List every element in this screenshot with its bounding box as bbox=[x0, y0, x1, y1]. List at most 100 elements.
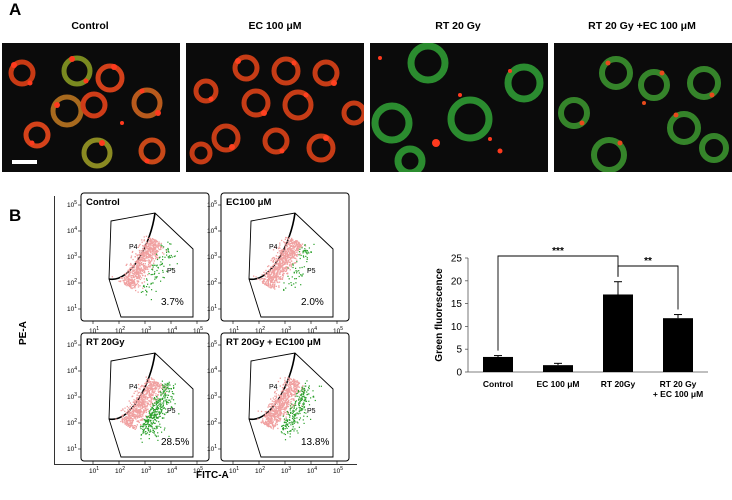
flow-percent: 28.5% bbox=[161, 437, 189, 448]
flow-plot-svg: EC100 μM P4 P5 2.0% 101 101 102 102 103 103 104 104… bbox=[207, 192, 350, 335]
y-tick-label: 101 bbox=[67, 304, 77, 313]
bar bbox=[543, 365, 573, 372]
significance-label: ** bbox=[644, 256, 652, 267]
x-tick-label: 101 bbox=[89, 466, 99, 475]
y-tick-label: 105 bbox=[207, 340, 217, 349]
gate-label-p4: P4 bbox=[269, 244, 278, 251]
category-label: RT 20Gy bbox=[601, 379, 636, 389]
y-axis-label: PE-A bbox=[18, 321, 29, 345]
significance-bracket bbox=[497, 255, 619, 351]
y-tick-label: 20 bbox=[451, 276, 463, 287]
y-tick-label: 0 bbox=[456, 368, 462, 379]
flow-plot-title: RT 20Gy + EC100 μM bbox=[226, 337, 321, 348]
y-tick-label: 105 bbox=[207, 200, 217, 209]
population-p4 bbox=[115, 376, 168, 430]
flow-plot-2: RT 20Gy P4 P5 28.5% 101 101 102 102 103 103 104 104… bbox=[67, 332, 210, 475]
y-tick-label: 104 bbox=[67, 226, 77, 235]
category-label: Control bbox=[483, 379, 513, 389]
gate-label-p5: P5 bbox=[167, 268, 176, 275]
x-axis-label: FITC-A bbox=[196, 470, 229, 481]
flow-percent: 2.0% bbox=[301, 297, 324, 308]
y-axis-label: Green fluorescence bbox=[434, 268, 445, 362]
x-tick-label: 102 bbox=[255, 466, 265, 475]
green-fluorescence-chart: 0 5 10 15 20 25 Green fluorescence Control EC 10… bbox=[426, 244, 726, 404]
flow-plot-0: Control P4 P5 3.7% 101 101 102 102 103 103 104 104 1… bbox=[67, 192, 210, 335]
x-tick-label: 104 bbox=[167, 326, 177, 335]
y-tick-label: 102 bbox=[67, 418, 77, 427]
y-tick-label: 103 bbox=[67, 392, 77, 401]
panel-a-title-rt20: RT 20 Gy bbox=[435, 20, 481, 32]
x-tick-label: 103 bbox=[141, 326, 151, 335]
panel-b-letter: B bbox=[9, 206, 22, 225]
micrograph-rt20 bbox=[370, 43, 548, 172]
population-p4 bbox=[111, 235, 168, 293]
y-tick-label: 15 bbox=[451, 299, 463, 310]
x-tick-label: 105 bbox=[193, 326, 203, 335]
x-tick-label: 104 bbox=[307, 326, 317, 335]
x-tick-label: 103 bbox=[141, 466, 151, 475]
y-tick-label: 104 bbox=[207, 366, 217, 375]
population-p5 bbox=[140, 241, 178, 301]
flow-plot-svg: Control P4 P5 3.7% 101 101 102 102 103 103 104 104 1… bbox=[67, 192, 210, 335]
y-tick-label: 104 bbox=[67, 366, 77, 375]
x-tick-label: 101 bbox=[229, 326, 239, 335]
x-tick-label: 102 bbox=[115, 466, 125, 475]
flow-plot-title: RT 20Gy bbox=[86, 337, 125, 348]
flow-frame bbox=[54, 196, 357, 465]
y-tick-label: 102 bbox=[207, 418, 217, 427]
panel-a-letter: A bbox=[9, 0, 22, 19]
micrograph-rt20-ec100 bbox=[554, 43, 732, 172]
y-tick-label: 101 bbox=[207, 304, 217, 313]
x-tick-label: 105 bbox=[193, 466, 203, 475]
x-tick-label: 105 bbox=[333, 466, 343, 475]
x-tick-label: 104 bbox=[307, 466, 317, 475]
x-tick-label: 103 bbox=[281, 326, 291, 335]
y-tick-label: 103 bbox=[207, 392, 217, 401]
flow-plot-svg: RT 20Gy + EC100 μM P4 P5 13.8% 101 101 102 102 1… bbox=[207, 332, 350, 475]
x-tick-label: 104 bbox=[167, 466, 177, 475]
significance-label: *** bbox=[552, 246, 564, 257]
gate-divider bbox=[248, 352, 296, 420]
y-tick-label: 102 bbox=[67, 278, 77, 287]
flow-plot-1: EC100 μM P4 P5 2.0% 101 101 102 102 103 103 104 104… bbox=[207, 192, 350, 335]
y-tick-label: 10 bbox=[451, 322, 463, 333]
y-tick-label: 5 bbox=[456, 345, 462, 356]
micrograph-ec100 bbox=[186, 43, 364, 172]
population-p5 bbox=[283, 243, 315, 291]
flow-plot-svg: RT 20Gy P4 P5 28.5% 101 101 102 102 103 103 104 104… bbox=[67, 332, 210, 475]
gate-label-p4: P4 bbox=[129, 384, 138, 391]
y-tick-label: 102 bbox=[207, 278, 217, 287]
gate-label-p5: P5 bbox=[307, 408, 316, 415]
population-p5 bbox=[139, 380, 180, 443]
significance-bracket bbox=[617, 265, 679, 310]
panel-a-title-rt20-ec100: RT 20 Gy +EC 100 μM bbox=[588, 20, 696, 32]
bar-chart-svg: 0 5 10 15 20 25 Green fluorescence Control EC 10… bbox=[434, 246, 708, 399]
bar bbox=[483, 356, 513, 372]
scale-bar bbox=[12, 160, 37, 164]
gate-divider bbox=[248, 212, 296, 280]
panel-a-title-ec100: EC 100 μM bbox=[248, 20, 302, 32]
gate-label-p4: P4 bbox=[129, 244, 138, 251]
micrograph-control bbox=[2, 43, 180, 172]
y-tick-label: 104 bbox=[207, 226, 217, 235]
y-tick-label: 105 bbox=[67, 200, 77, 209]
bar bbox=[663, 318, 693, 372]
category-label: EC 100 μM bbox=[537, 379, 580, 389]
x-tick-label: 105 bbox=[333, 326, 343, 335]
y-tick-label: 103 bbox=[67, 252, 77, 261]
x-tick-label: 102 bbox=[255, 326, 265, 335]
population-p4 bbox=[257, 377, 305, 430]
panel-a-title-control: Control bbox=[71, 20, 109, 32]
y-tick-label: 101 bbox=[207, 444, 217, 453]
flow-plot-3: RT 20Gy + EC100 μM P4 P5 13.8% 101 101 102 102 1… bbox=[207, 332, 350, 475]
flow-plot-title: Control bbox=[86, 197, 120, 208]
category-label: RT 20 Gy + EC 100 μM bbox=[653, 379, 703, 399]
x-tick-label: 102 bbox=[115, 326, 125, 335]
bar bbox=[603, 294, 633, 372]
flow-percent: 3.7% bbox=[161, 297, 184, 308]
population-p5 bbox=[280, 380, 322, 441]
y-tick-label: 105 bbox=[67, 340, 77, 349]
gate-label-p4: P4 bbox=[269, 384, 278, 391]
y-tick-label: 103 bbox=[207, 252, 217, 261]
gate-label-p5: P5 bbox=[167, 408, 176, 415]
